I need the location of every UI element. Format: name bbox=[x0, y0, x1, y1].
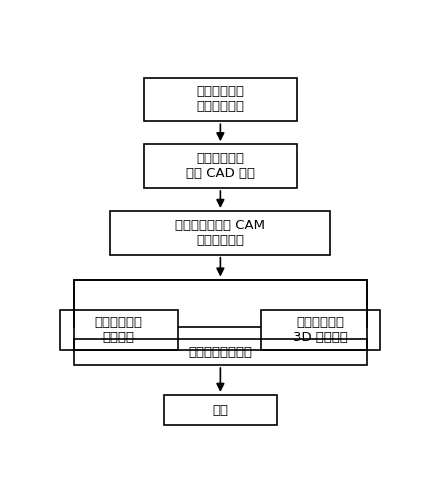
Text: 完成牙列和基
托的 CAD 数据: 完成牙列和基 托的 CAD 数据 bbox=[186, 152, 255, 180]
Bar bbox=[74, 280, 367, 365]
Text: 完成牙列和基托 CAM
前的形态设计: 完成牙列和基托 CAM 前的形态设计 bbox=[175, 219, 265, 247]
Bar bbox=[144, 78, 297, 121]
Text: 完成: 完成 bbox=[212, 403, 228, 417]
Text: 牙列基托分别
切削成型: 牙列基托分别 切削成型 bbox=[95, 316, 143, 344]
Text: 无牙颌模型及
颌位关系扫描: 无牙颌模型及 颌位关系扫描 bbox=[197, 86, 244, 113]
Bar bbox=[164, 395, 277, 425]
Bar bbox=[111, 211, 330, 255]
Bar bbox=[144, 144, 297, 188]
Text: 将牙列和基托粘接: 将牙列和基托粘接 bbox=[188, 346, 252, 358]
Bar bbox=[261, 310, 380, 350]
Text: 牙列基托分别
3D 打印成型: 牙列基托分别 3D 打印成型 bbox=[293, 316, 348, 344]
Bar bbox=[60, 310, 178, 350]
Bar bbox=[74, 280, 367, 327]
